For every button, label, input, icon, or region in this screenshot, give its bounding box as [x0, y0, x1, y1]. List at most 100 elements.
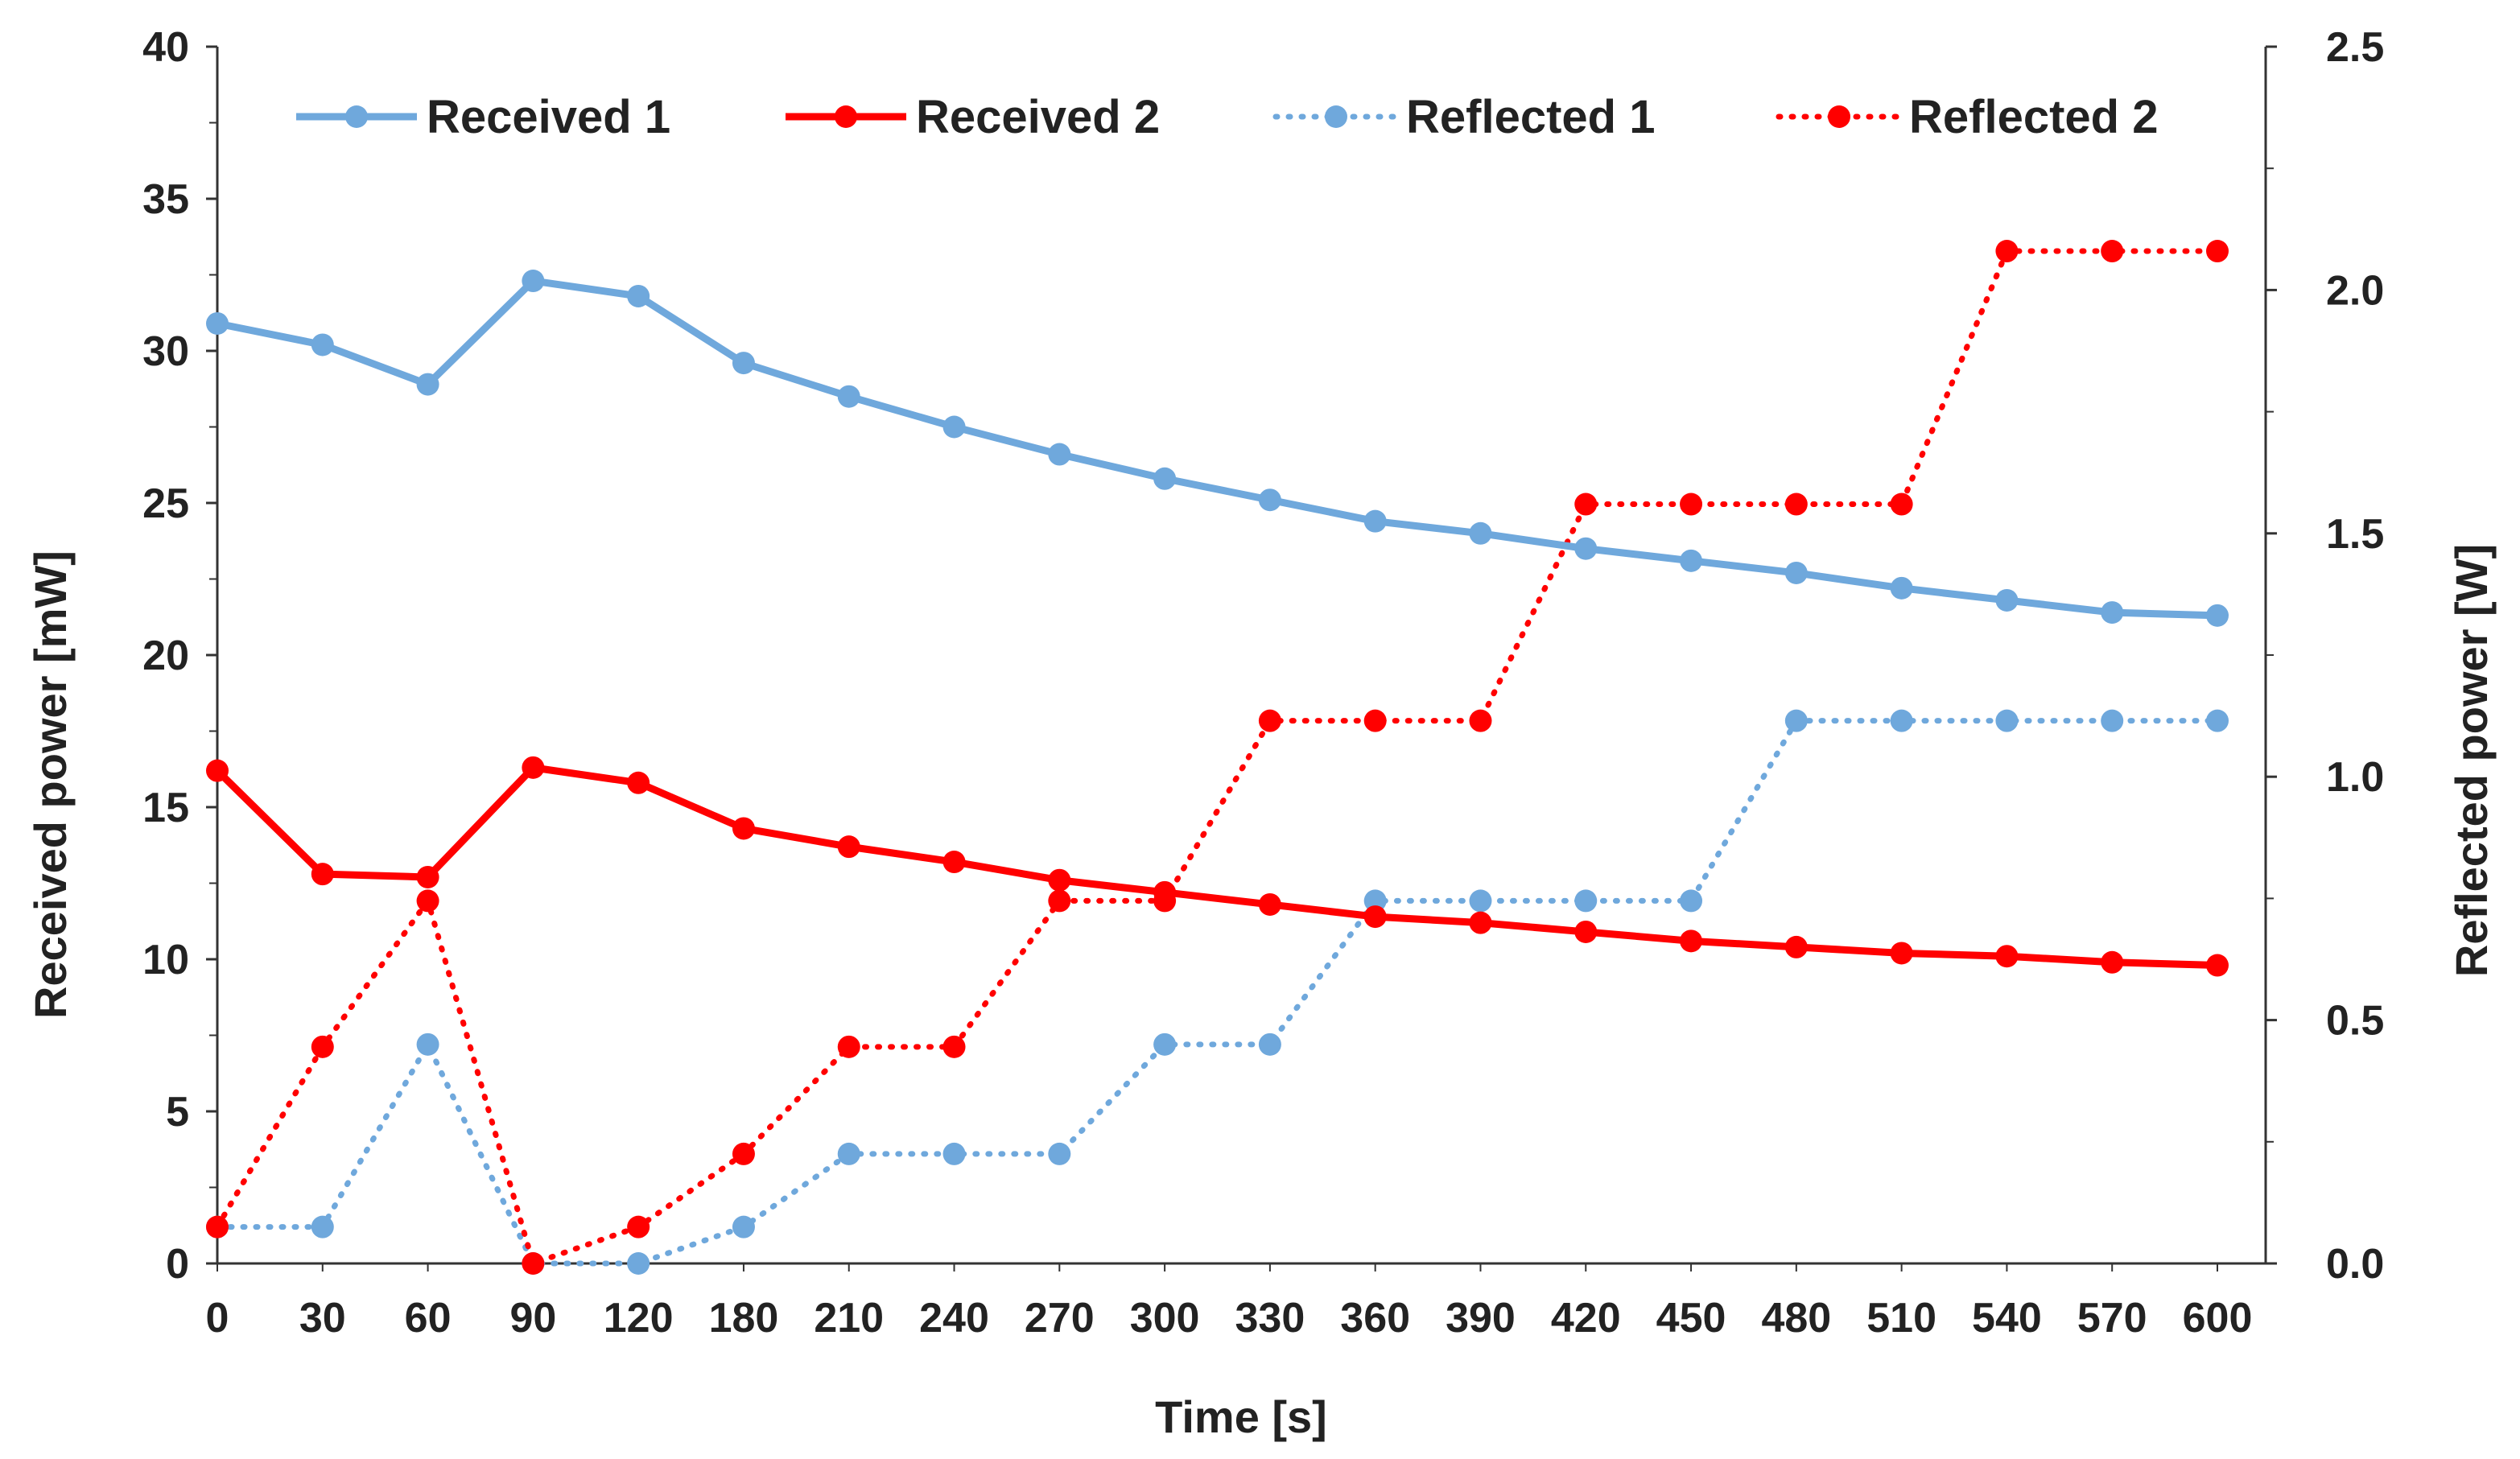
x-tick-label: 270 — [1025, 1295, 1095, 1342]
data-point-reflected-1 — [732, 1215, 755, 1239]
series-reflected-1 — [206, 709, 2229, 1275]
data-point-reflected-2 — [837, 1035, 860, 1058]
data-point-reflected-2 — [732, 1142, 755, 1165]
y2-tick-label: 1.0 — [2326, 754, 2384, 801]
data-point-reflected-2 — [1574, 493, 1598, 516]
data-point-reflected-2 — [311, 1035, 334, 1058]
data-point-received-1 — [1574, 537, 1598, 560]
data-point-reflected-1 — [627, 1252, 650, 1275]
data-point-received-1 — [1153, 467, 1177, 490]
data-point-reflected-2 — [1680, 493, 1703, 516]
data-point-received-1 — [206, 311, 229, 335]
data-point-reflected-2 — [522, 1252, 545, 1275]
data-point-received-2 — [837, 835, 860, 859]
data-point-received-1 — [627, 284, 650, 307]
data-point-received-1 — [2101, 601, 2124, 624]
data-point-received-1 — [1469, 521, 1492, 545]
right-axis: 0.0 0.5 1.0 1.5 2.0 2.5 — [2266, 24, 2384, 1288]
legend-item-reflected-2: Reflected 2 — [1776, 91, 2158, 143]
legend-item-reflected-1: Reflected 1 — [1272, 91, 1655, 143]
data-point-received-2 — [627, 771, 650, 794]
x-tick-label: 240 — [919, 1295, 989, 1342]
y2-tick-label: 2.0 — [2326, 267, 2384, 314]
data-point-reflected-1 — [416, 1032, 439, 1056]
data-point-received-2 — [1363, 905, 1387, 929]
y-tick-label: 40 — [142, 24, 189, 71]
data-point-received-2 — [1258, 892, 1281, 916]
y-tick-label: 25 — [142, 480, 189, 527]
series-reflected-2 — [206, 240, 2229, 1275]
series-received-1 — [206, 270, 2229, 627]
x-tick-label: 540 — [1972, 1295, 2042, 1342]
x-tick-label: 390 — [1446, 1295, 1516, 1342]
data-point-reflected-2 — [1784, 493, 1808, 516]
data-point-reflected-1 — [1995, 709, 2019, 732]
x-axis: 0 30 60 90 120 180 210 240 270 300 330 360 390 420 450… — [206, 1263, 2253, 1342]
data-point-received-2 — [1995, 945, 2019, 968]
x-tick-label: 60 — [405, 1295, 452, 1342]
data-point-reflected-2 — [1363, 709, 1387, 732]
x-tick-label: 120 — [604, 1295, 674, 1342]
data-point-received-1 — [311, 333, 334, 357]
y2-tick-label: 0.5 — [2326, 998, 2384, 1045]
x-tick-label: 180 — [709, 1295, 779, 1342]
series-line-received-2 — [214, 764, 2218, 970]
data-point-received-1 — [942, 415, 966, 439]
data-point-received-2 — [1574, 920, 1598, 943]
data-point-received-2 — [1784, 935, 1808, 958]
data-point-received-2 — [1048, 868, 1071, 892]
legend-label-received-2: Received 2 — [916, 91, 1160, 143]
data-point-received-1 — [1363, 509, 1387, 533]
legend-marker-reflected-2 — [1828, 105, 1850, 128]
series-line-received-1 — [217, 277, 2218, 620]
data-point-received-2 — [311, 863, 334, 886]
x-tick-label: 0 — [206, 1295, 229, 1342]
y2-tick-label: 1.5 — [2326, 511, 2384, 558]
data-point-received-2 — [1680, 929, 1703, 953]
y-axis-title: Received power [mW] — [25, 550, 76, 1019]
y-tick-label: 0 — [166, 1241, 189, 1288]
data-point-received-2 — [1890, 942, 1913, 965]
data-point-reflected-1 — [1574, 889, 1598, 913]
data-point-received-2 — [732, 817, 755, 840]
data-point-reflected-1 — [2101, 709, 2124, 732]
x-tick-label: 480 — [1761, 1295, 1831, 1342]
legend-marker-received-2 — [835, 105, 857, 128]
data-point-reflected-2 — [1469, 709, 1492, 732]
series-line-reflected-2 — [214, 248, 2221, 1267]
x-tick-label: 510 — [1866, 1295, 1936, 1342]
x-tick-label: 300 — [1130, 1295, 1200, 1342]
y2-tick-label: 0.0 — [2326, 1241, 2384, 1288]
y2-tick-label: 2.5 — [2326, 24, 2384, 71]
data-point-reflected-1 — [1048, 1142, 1071, 1165]
legend-item-received-1: Received 1 — [296, 91, 670, 143]
data-point-received-1 — [1258, 488, 1281, 512]
data-point-reflected-2 — [1048, 889, 1071, 913]
data-point-received-1 — [1995, 588, 2019, 612]
data-point-reflected-2 — [627, 1215, 650, 1239]
series-layer — [206, 240, 2229, 1275]
data-point-reflected-2 — [2206, 240, 2229, 263]
data-point-reflected-1 — [1363, 889, 1387, 913]
y-tick-label: 20 — [142, 633, 189, 679]
series-received-2 — [206, 756, 2229, 977]
y-tick-label: 10 — [142, 937, 189, 983]
data-point-received-1 — [1680, 549, 1703, 572]
data-point-received-1 — [1784, 561, 1808, 584]
legend-label-reflected-1: Reflected 1 — [1406, 91, 1655, 143]
data-point-reflected-1 — [1784, 709, 1808, 732]
x-tick-label: 360 — [1340, 1295, 1410, 1342]
legend-label-received-1: Received 1 — [427, 91, 670, 143]
y-tick-label: 30 — [142, 328, 189, 375]
y-tick-label: 35 — [142, 176, 189, 223]
data-point-received-1 — [2206, 604, 2229, 627]
y-tick-label: 15 — [142, 785, 189, 831]
data-point-reflected-1 — [1680, 889, 1703, 913]
x-tick-label: 600 — [2183, 1295, 2253, 1342]
data-point-reflected-2 — [206, 1215, 229, 1239]
data-point-reflected-2 — [1995, 240, 2019, 263]
data-point-received-1 — [416, 373, 439, 396]
x-tick-label: 30 — [299, 1295, 346, 1342]
x-tick-label: 420 — [1551, 1295, 1621, 1342]
